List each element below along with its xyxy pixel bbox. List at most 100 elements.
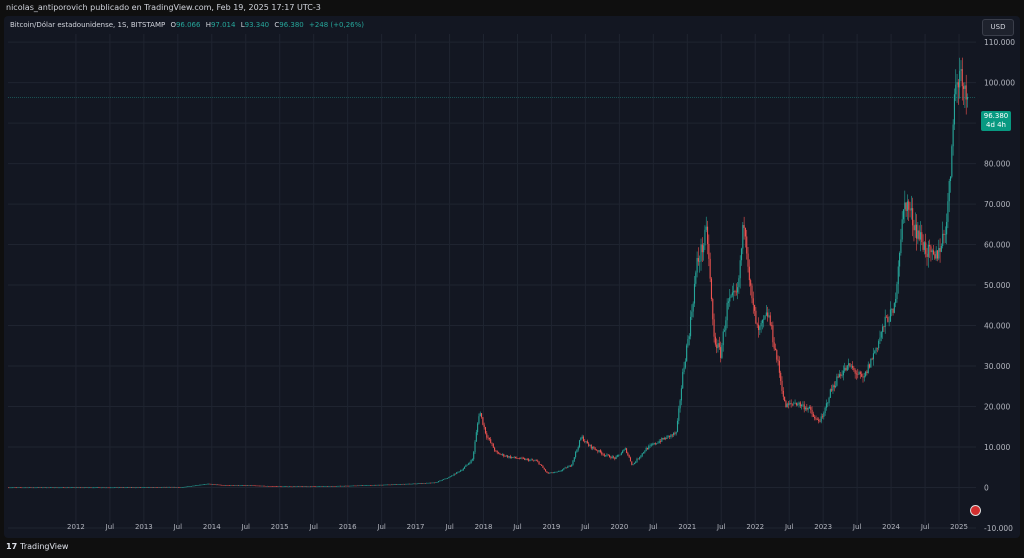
candle-body [513, 456, 515, 458]
candle-body [709, 258, 711, 279]
candle-body [603, 454, 605, 456]
candle-body [767, 312, 769, 317]
candle-body [18, 487, 20, 489]
candle-body [278, 486, 280, 488]
candle-body [641, 453, 643, 456]
candle-body [537, 460, 539, 462]
candle-body [32, 487, 35, 489]
candle-body [255, 485, 257, 487]
candle-body [115, 487, 117, 488]
candle-body [771, 325, 773, 326]
candle-body [740, 248, 743, 261]
candle-body [443, 479, 445, 480]
candle-body [904, 202, 906, 210]
candle-body [35, 487, 37, 489]
candle-body [909, 209, 911, 211]
candle-body [887, 316, 889, 322]
candle-body [935, 250, 937, 259]
candle-body [569, 465, 571, 467]
candle-body [383, 484, 385, 486]
candle-body [835, 385, 837, 388]
candle-body [827, 402, 829, 404]
chart-panel[interactable]: -10.000 0 10.000 20.000 30.000 40.000 50.000 60… [4, 16, 1020, 538]
candle-body [168, 486, 170, 488]
candle-body [196, 485, 198, 486]
candle-body [517, 458, 519, 459]
candle-body [435, 482, 437, 483]
candle-body [756, 323, 758, 325]
candle-body [899, 253, 901, 267]
candle-body [121, 487, 123, 489]
candle-body [916, 224, 918, 239]
candle-body [437, 481, 439, 483]
candle-body [939, 247, 941, 252]
candle-body [364, 485, 366, 486]
candle-body [103, 487, 105, 489]
candle-body [725, 320, 727, 331]
candle-body [93, 487, 95, 489]
candle-body [897, 266, 899, 285]
candle-body [578, 440, 581, 448]
candle-body [188, 486, 190, 487]
candle-body [522, 458, 524, 459]
candle-body [132, 487, 134, 489]
candle-body [942, 233, 944, 247]
candle-body [673, 432, 675, 436]
candle-body [111, 487, 113, 489]
candle-body [759, 326, 761, 331]
candle-body [761, 319, 763, 324]
candle-body [778, 360, 780, 373]
candle-body [292, 486, 294, 488]
candle-body [580, 438, 582, 441]
candle-body [218, 484, 220, 486]
candle-body [884, 316, 886, 328]
x-tick-label: 2023 [814, 523, 832, 531]
candle-body [866, 371, 868, 373]
candle-body [368, 485, 370, 486]
currency-button[interactable]: USD [982, 19, 1014, 36]
candle-body [743, 225, 745, 228]
candle-body [210, 483, 212, 485]
candle-body [94, 487, 96, 489]
x-tick-label: Jul [716, 523, 726, 531]
candle-body [807, 408, 809, 410]
candle-body [230, 485, 232, 486]
candle-body [307, 486, 309, 488]
price-chart[interactable]: -10.000 0 10.000 20.000 30.000 40.000 50.000 60… [4, 16, 1020, 538]
candle-body [832, 385, 834, 391]
candle-body [964, 85, 966, 89]
x-tick-label: Jul [784, 523, 794, 531]
candle-body [816, 419, 818, 421]
candle-body [576, 449, 578, 453]
candle-body [388, 484, 390, 486]
x-tick-label: Jul [241, 523, 251, 531]
candle-body [627, 452, 629, 455]
candle-body [567, 466, 569, 469]
candle-body [116, 487, 118, 488]
candle-body [106, 487, 108, 489]
candle-body [751, 285, 753, 299]
candle-body [392, 484, 394, 486]
y-tick-label: 70.000 [984, 200, 1010, 209]
candle-body [773, 342, 775, 349]
candle-body [162, 486, 164, 488]
candle-body [444, 478, 446, 480]
candle-body [665, 437, 667, 439]
candle-body [235, 485, 237, 486]
candle-body [819, 420, 821, 422]
close-value: 96.380 [279, 21, 304, 29]
candle-body [113, 487, 116, 489]
candle-body [922, 242, 924, 250]
candle-body [713, 319, 715, 337]
candle-body [757, 324, 760, 331]
candle-body [683, 367, 685, 373]
us-flag-icon[interactable] [970, 505, 981, 516]
x-tick-label: 2013 [135, 523, 153, 531]
candle-body [701, 244, 703, 253]
candle-body [906, 201, 908, 211]
candle-body [44, 487, 46, 489]
candle-body [480, 413, 483, 418]
candle-body [296, 486, 298, 488]
candle-body [215, 484, 217, 486]
low-value: 93.340 [244, 21, 270, 29]
